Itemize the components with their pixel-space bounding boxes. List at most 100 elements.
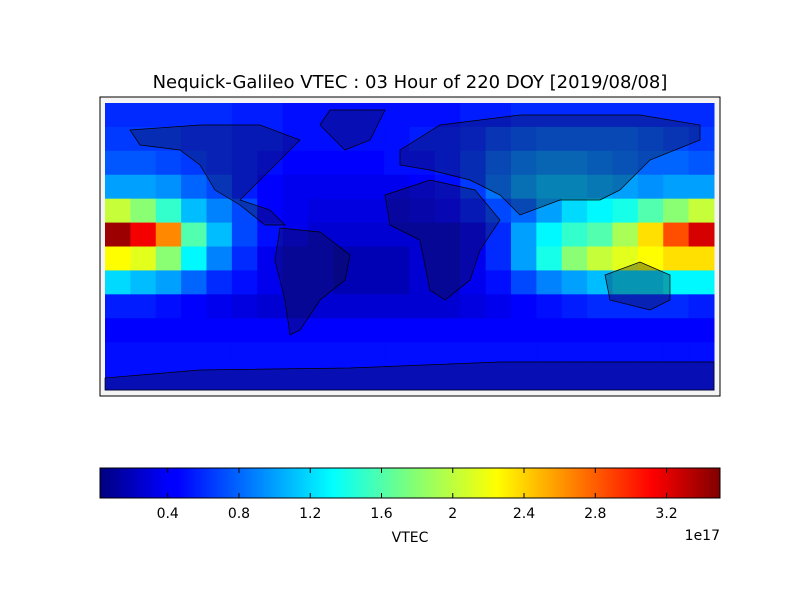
cell	[663, 103, 690, 128]
cell	[561, 366, 588, 391]
cell	[130, 174, 157, 200]
cell	[587, 294, 613, 319]
cell	[282, 126, 309, 152]
cell	[206, 342, 233, 367]
cell	[130, 126, 157, 152]
cell	[663, 318, 690, 343]
cell	[409, 150, 436, 176]
cell	[384, 174, 410, 200]
cell	[536, 366, 563, 391]
cell	[206, 174, 233, 200]
cell	[206, 294, 233, 319]
cell	[155, 103, 182, 128]
cell	[105, 150, 131, 176]
cell	[181, 318, 207, 343]
cell	[536, 318, 563, 343]
cell	[206, 103, 233, 128]
cell	[308, 246, 334, 271]
cell	[460, 294, 487, 319]
cell	[663, 342, 690, 367]
cell	[308, 222, 334, 247]
cell	[688, 126, 715, 152]
cell	[257, 318, 284, 343]
cell	[231, 103, 258, 128]
cell	[333, 150, 360, 176]
cell	[231, 222, 258, 247]
colorbar-axis: 0.4 0.8 1.2 1.6 2 2.4 2.8 3.2	[157, 468, 678, 522]
cell	[612, 270, 639, 295]
cell	[333, 318, 360, 343]
cell	[637, 150, 664, 176]
cell	[333, 222, 360, 247]
cell	[460, 270, 487, 295]
cell	[663, 198, 690, 224]
cell	[485, 174, 512, 200]
cell	[460, 366, 487, 391]
cell	[181, 294, 207, 319]
cell	[181, 246, 207, 271]
cell	[333, 103, 360, 128]
cell	[460, 246, 487, 271]
cell	[587, 318, 613, 343]
cell	[181, 342, 207, 367]
cell	[637, 342, 664, 367]
cell	[612, 246, 639, 271]
colorbar-tick-label: 2.4	[513, 506, 535, 522]
colorbar-tick-label: 2.8	[584, 506, 606, 522]
cell	[257, 294, 284, 319]
cell	[282, 366, 309, 391]
colorbar-label: VTEC	[392, 530, 429, 546]
cell	[333, 294, 360, 319]
cell	[384, 246, 410, 271]
cell	[536, 222, 563, 247]
cell	[282, 222, 309, 247]
cell	[612, 294, 639, 319]
cell	[485, 198, 512, 224]
cell	[308, 198, 334, 224]
cell	[460, 103, 487, 128]
eurasia	[399, 114, 701, 216]
cell	[231, 342, 258, 367]
cell	[105, 103, 131, 128]
cell	[308, 150, 334, 176]
cell	[536, 198, 563, 224]
cell	[384, 103, 410, 128]
cell	[308, 174, 334, 200]
cell	[587, 246, 613, 271]
cell	[130, 294, 157, 319]
cell	[511, 126, 537, 152]
colorbar-tick-label: 0.8	[228, 506, 250, 522]
cell	[536, 342, 563, 367]
cell	[485, 103, 512, 128]
cell	[536, 126, 563, 152]
cell	[257, 126, 284, 152]
cell	[460, 150, 487, 176]
cell	[155, 198, 182, 224]
cell	[206, 126, 233, 152]
cell	[536, 270, 563, 295]
cell	[561, 150, 588, 176]
cell	[333, 126, 360, 152]
cell	[282, 246, 309, 271]
cell	[511, 366, 537, 391]
cell	[637, 198, 664, 224]
cell	[587, 270, 613, 295]
cell	[409, 174, 436, 200]
cell	[612, 198, 639, 224]
cell	[612, 126, 639, 152]
cell	[688, 246, 715, 271]
cell	[257, 150, 284, 176]
cell	[282, 198, 309, 224]
cell	[155, 294, 182, 319]
cell	[358, 150, 385, 176]
cell	[663, 150, 690, 176]
offset-text: 1e17	[685, 528, 720, 544]
cell	[561, 342, 588, 367]
cell	[333, 174, 360, 200]
cell	[257, 342, 284, 367]
cell	[637, 366, 664, 391]
cell	[130, 342, 157, 367]
cell	[358, 222, 385, 247]
cell	[105, 366, 131, 391]
heatmap	[105, 103, 715, 391]
